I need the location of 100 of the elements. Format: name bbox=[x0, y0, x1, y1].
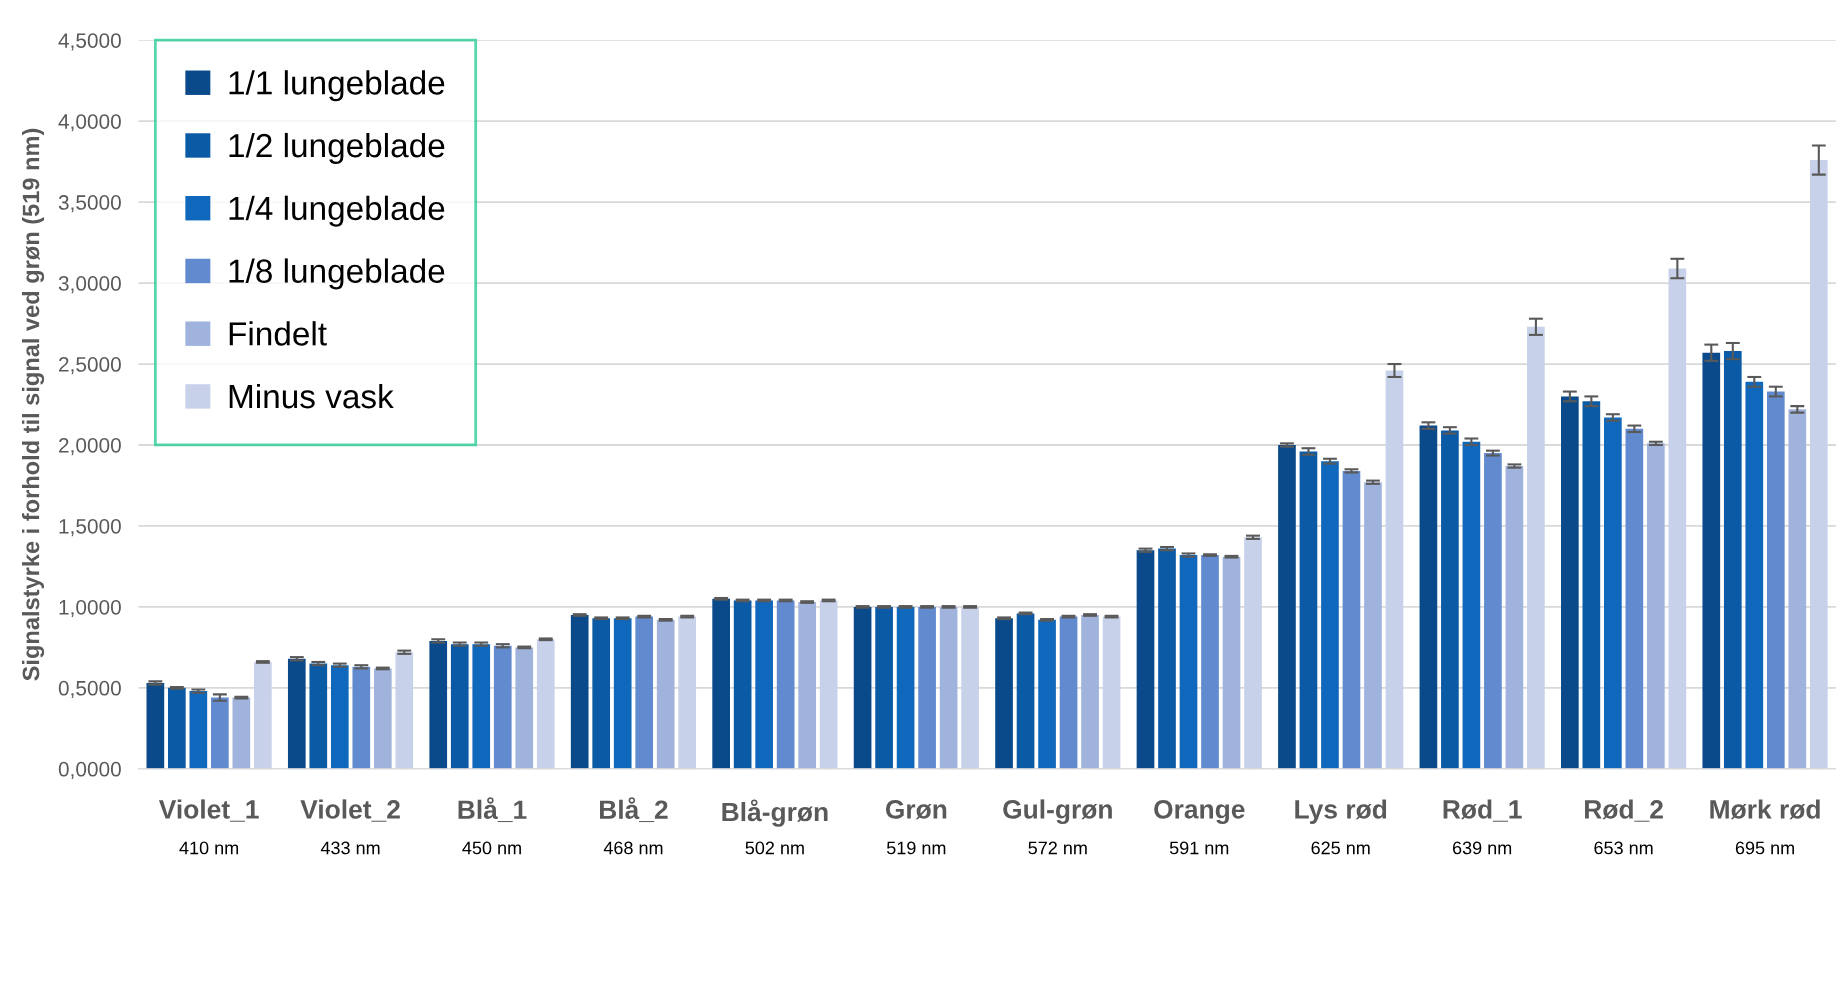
bar bbox=[712, 598, 730, 769]
bar bbox=[1419, 425, 1438, 769]
x-tick-label: Grøn 519 nm bbox=[885, 800, 947, 855]
x-tick-label: Orange 591 nm bbox=[1154, 799, 1245, 855]
bar bbox=[776, 600, 795, 769]
bar bbox=[1201, 555, 1219, 769]
bar bbox=[1745, 381, 1764, 769]
y-tick-label: 1,0000 bbox=[59, 599, 121, 618]
bar bbox=[1582, 401, 1601, 769]
bar bbox=[373, 668, 392, 769]
y-tick-label: 3,5000 bbox=[58, 195, 121, 213]
bar bbox=[1625, 428, 1644, 769]
legend-label: 1/4 lungeblade bbox=[229, 195, 445, 227]
bar bbox=[472, 644, 491, 769]
x-tick-label: Blå_2 468 nm bbox=[600, 797, 668, 855]
bar bbox=[330, 665, 349, 769]
bar bbox=[1668, 268, 1687, 769]
bar bbox=[1788, 409, 1807, 769]
bar bbox=[1038, 619, 1056, 769]
bar bbox=[755, 600, 773, 769]
bar bbox=[146, 683, 165, 769]
bar bbox=[1321, 461, 1339, 769]
bar bbox=[592, 618, 611, 769]
y-tick-label: 2,0000 bbox=[59, 437, 121, 456]
bar bbox=[1385, 370, 1404, 769]
bar bbox=[211, 697, 229, 769]
legend-label: 1/1 lungeblade bbox=[229, 70, 445, 102]
bar bbox=[232, 697, 251, 769]
bar bbox=[1278, 444, 1296, 769]
bar bbox=[450, 644, 469, 769]
bar bbox=[189, 691, 208, 769]
bar bbox=[1723, 351, 1742, 769]
y-tick-label: 3,0000 bbox=[58, 276, 121, 294]
bar bbox=[1364, 482, 1382, 769]
bar bbox=[798, 602, 816, 769]
bar bbox=[853, 606, 872, 769]
bar bbox=[678, 616, 697, 769]
bar bbox=[896, 606, 915, 769]
bar bbox=[1462, 441, 1481, 769]
bar bbox=[918, 606, 936, 769]
y-tick-label: 0,5000 bbox=[58, 680, 121, 699]
bar bbox=[1179, 555, 1198, 769]
bar bbox=[1505, 466, 1524, 769]
x-tick-label: Rød_1 639 nm bbox=[1443, 799, 1522, 855]
bar bbox=[1484, 453, 1502, 769]
y-tick-label: 1,5000 bbox=[59, 518, 121, 537]
bar bbox=[254, 661, 272, 769]
bar bbox=[1809, 160, 1828, 769]
bar bbox=[570, 615, 589, 769]
y-axis-title: Signalstyrke i forhold til signal ved grøn (519 nm) bbox=[21, 128, 45, 681]
x-tick-label: Lys rød 625 nm bbox=[1295, 799, 1387, 855]
bar bbox=[1158, 548, 1176, 769]
bar bbox=[395, 652, 414, 769]
x-tick-label: Violet_1 410 nm bbox=[158, 799, 259, 855]
bar bbox=[352, 666, 371, 769]
bar bbox=[1222, 556, 1241, 769]
y-tick-label: 2,5000 bbox=[59, 357, 121, 375]
bar bbox=[1299, 451, 1318, 769]
bar bbox=[1647, 443, 1665, 769]
bar bbox=[1016, 613, 1035, 769]
bar bbox=[875, 606, 893, 769]
y-tick-label: 0,0000 bbox=[58, 761, 121, 780]
bar bbox=[613, 618, 632, 769]
x-tick-label: Rød_2 653 nm bbox=[1585, 799, 1663, 855]
bar bbox=[429, 640, 448, 769]
bar bbox=[819, 600, 838, 769]
x-tick-label: Blå-grøn 502 nm bbox=[722, 799, 828, 855]
bar bbox=[1702, 352, 1721, 769]
bar bbox=[939, 606, 958, 769]
bar bbox=[536, 639, 555, 769]
bar bbox=[1441, 430, 1459, 769]
bar bbox=[961, 606, 979, 769]
legend-label: Minus vask bbox=[229, 383, 394, 409]
x-tick-label: Mørk rød 695 nm bbox=[1710, 799, 1820, 855]
y-tick-label: 4,5000 bbox=[58, 33, 121, 51]
bar bbox=[995, 618, 1013, 769]
y-tick-label: 4,0000 bbox=[58, 114, 121, 132]
bar bbox=[1136, 550, 1155, 769]
bar bbox=[1059, 616, 1078, 769]
bar bbox=[1342, 470, 1361, 769]
bar bbox=[635, 616, 654, 769]
bar bbox=[1766, 391, 1785, 769]
bar bbox=[309, 663, 328, 769]
bar bbox=[1527, 326, 1545, 769]
bar bbox=[1081, 615, 1099, 769]
bar bbox=[287, 658, 306, 769]
legend-label: Findelt bbox=[229, 321, 327, 346]
bar bbox=[168, 687, 186, 769]
bar bbox=[1604, 417, 1622, 769]
x-tick-label: Gul-grøn 572 nm bbox=[1003, 799, 1112, 855]
x-tick-label: Violet_2 433 nm bbox=[300, 799, 400, 855]
bar bbox=[515, 647, 534, 769]
legend-label: 1/2 lungeblade bbox=[229, 132, 445, 165]
bar bbox=[1244, 537, 1262, 769]
legend-label: 1/8 lungeblade bbox=[229, 258, 445, 290]
bar bbox=[493, 645, 512, 769]
bar bbox=[1102, 616, 1121, 769]
bar bbox=[733, 600, 752, 769]
x-tick-label: Blå_1 450 nm bbox=[458, 797, 527, 855]
bar bbox=[656, 619, 675, 769]
